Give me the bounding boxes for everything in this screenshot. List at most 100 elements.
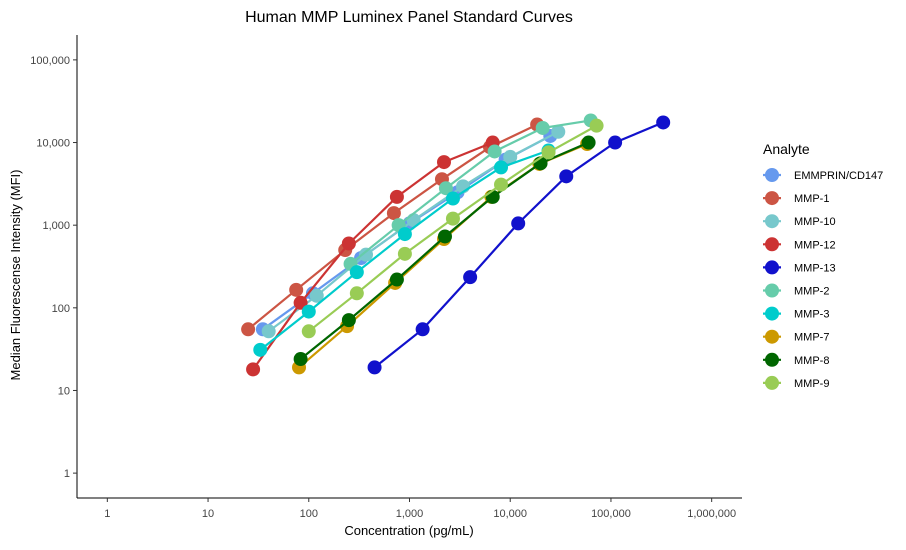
legend-key-point [765,283,779,298]
y-tick-label: 10 [58,385,70,397]
legend-title: Analyte [763,141,810,157]
x-axis: 1 10 100 1,000 10,000 100,000 1,000,000 [77,497,742,520]
data-point [503,149,518,164]
legend-label: MMP-10 [794,216,836,228]
series-mmp-3 [253,143,556,357]
data-point [367,360,382,375]
legend-item: MMP-3 [763,306,829,321]
data-point [436,155,451,170]
legend-key-point [765,214,779,229]
data-point [445,211,460,226]
legend-item: MMP-7 [763,329,829,344]
legend-key-point [765,329,779,344]
legend: Analyte EMMPRIN/CD147 MMP-1 MMP-10 MMP-12 MM… [763,141,883,390]
data-point [608,135,623,150]
data-point [289,282,304,297]
legend-key-point [765,260,779,275]
data-point [535,120,550,135]
data-point [389,189,404,204]
series-mmp-12 [246,135,500,377]
data-point [485,189,500,204]
data-point [389,272,404,287]
data-point [494,160,509,175]
data-point [386,206,401,221]
data-point [301,304,316,319]
data-point [253,342,268,357]
legend-label: MMP-13 [794,262,836,274]
data-point [551,124,566,139]
series-mmp-8 [293,135,596,367]
legend-label: MMP-9 [794,378,829,390]
data-point [415,322,430,337]
series-layer [241,113,671,377]
legend-item: MMP-2 [763,283,829,298]
legend-label: MMP-2 [794,286,829,298]
data-point [293,295,308,310]
x-tick-label: 1,000,000 [687,508,736,520]
data-point [246,362,261,377]
data-point [438,181,453,196]
x-tick-label: 10,000 [493,508,527,520]
legend-item: MMP-12 [763,237,836,252]
chart-title: Human MMP Luminex Panel Standard Curves [245,9,573,26]
x-tick-label: 1,000 [396,508,424,520]
data-point [341,236,356,251]
data-point [511,216,526,231]
series-line [252,141,494,371]
data-point [581,135,596,150]
data-point [487,144,502,159]
series-mmp-13 [367,115,671,375]
legend-item: MMP-13 [763,260,836,275]
legend-key-point [765,237,779,252]
legend-label: MMP-8 [794,355,829,367]
y-tick-label: 10,000 [36,138,70,150]
data-point [341,313,356,328]
x-axis-title: Concentration (pg/mL) [344,523,473,538]
series-line [349,119,591,265]
legend-item: MMP-9 [763,375,829,390]
y-axis-title: Median Fluorescense Intensity (MFI) [8,170,23,381]
legend-label: MMP-3 [794,309,829,321]
legend-item: MMP-10 [763,214,836,229]
x-tick-label: 100,000 [591,508,631,520]
data-point [261,324,276,339]
legend-key-point [765,375,779,390]
legend-label: MMP-1 [794,193,829,205]
legend-item: MMP-8 [763,352,829,367]
x-tick-label: 1 [104,508,110,520]
legend-label: MMP-12 [794,239,836,251]
legend-key-point [765,306,779,321]
data-point [463,270,478,285]
data-point [349,286,364,301]
legend-label: MMP-7 [794,332,829,344]
y-tick-label: 1 [64,468,70,480]
data-point [309,288,324,303]
data-point [397,227,412,242]
legend-item: EMMPRIN/CD147 [763,168,883,182]
series-mmp-9 [301,118,604,339]
legend-label: EMMPRIN/CD147 [794,170,883,182]
data-point [494,177,509,192]
y-tick-label: 100 [52,303,70,315]
y-tick-label: 1,000 [42,220,70,232]
y-axis: 1 10 100 1,000 10,000 100,000 [30,35,78,498]
data-point [397,246,412,261]
data-point [559,169,574,184]
data-point [359,247,374,262]
legend-item: MMP-1 [763,191,829,206]
data-point [241,322,256,337]
legend-key-point [765,352,779,367]
data-point [293,352,308,367]
legend-key-point [765,191,779,206]
data-point [437,229,452,244]
x-tick-label: 100 [300,508,318,520]
x-tick-label: 10 [202,508,214,520]
data-point [301,324,316,339]
data-point [656,115,671,130]
data-point [349,265,364,280]
legend-key-point [765,168,779,182]
y-tick-label: 100,000 [30,55,70,67]
data-point [445,191,460,206]
